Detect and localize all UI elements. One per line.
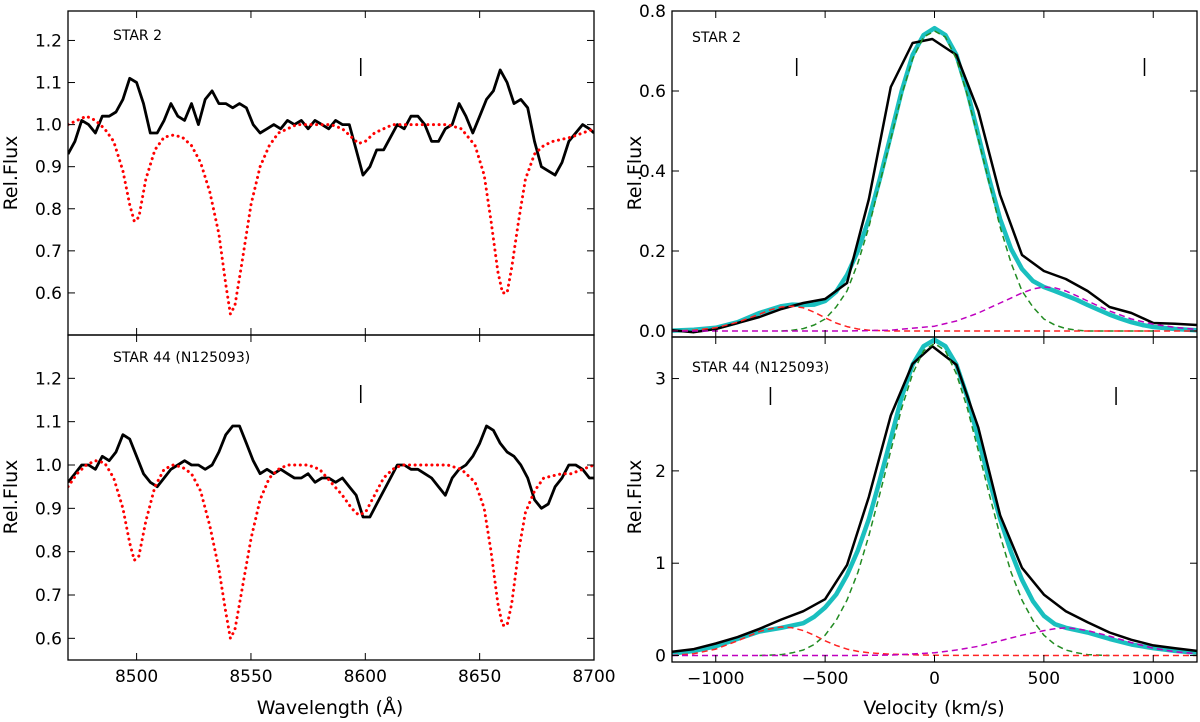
x-axis-label: Velocity (km/s)	[863, 697, 1004, 719]
series-solid-0-line	[672, 337, 1197, 656]
series-dashed-4-line	[672, 627, 1197, 657]
axis-ticks: 8500 8550 8600 8650 8700 0.6 0.7 0.8 0.9 1.0 1.1 1.…	[35, 335, 616, 687]
y-tick-label: 0.6	[35, 284, 62, 304]
x-tick-label: 0	[929, 669, 940, 689]
y-tick-label: 1	[655, 554, 666, 574]
y-tick-label: 1.0	[35, 456, 62, 476]
x-tick-label: 500	[1028, 669, 1060, 689]
series-dashed-3-line	[672, 305, 1197, 332]
y-tick-label: 0	[655, 647, 666, 667]
axes-frame	[671, 10, 1198, 338]
plot-area	[672, 25, 1197, 334]
x-tick-label: 1000	[1132, 669, 1175, 689]
panel-label: STAR 44 (N125093)	[113, 350, 250, 366]
panel-ca-star2: 0.6 0.7 0.8 0.9 1.0 1.1 1.2 STAR 2 Rel.Flux	[0, 10, 595, 336]
axes-frame	[67, 10, 595, 336]
y-tick-label: 1.0	[35, 116, 62, 136]
panel-label: STAR 2	[692, 30, 741, 46]
y-tick-label: 0.7	[35, 242, 62, 262]
x-tick-label: 8700	[572, 667, 615, 687]
y-tick-label: 1.1	[35, 74, 62, 94]
y-tick-label: 0.9	[35, 158, 62, 178]
series-dotted-1-line	[68, 114, 594, 316]
series-dashed-2-line	[781, 30, 1154, 332]
panel-ca-star44: 8500 8550 8600 8650 8700 0.6 0.7 0.8 0.9 1.0 1.1 1.…	[0, 334, 616, 719]
y-tick-label: 1.2	[35, 31, 62, 51]
plot-area	[672, 337, 1197, 657]
y-tick-label: 0.2	[639, 242, 666, 262]
x-tick-label: 8650	[458, 667, 501, 687]
series-dashed-2-line	[759, 342, 1110, 657]
y-tick-label: 2	[655, 462, 666, 482]
y-tick-label: 3	[655, 370, 666, 390]
plot-area	[68, 424, 594, 640]
series-dashed-3-line	[672, 626, 1197, 657]
series-solid-0-line	[68, 68, 594, 177]
x-tick-label: −500	[802, 669, 849, 689]
y-tick-label: 0.8	[35, 543, 62, 563]
x-tick-label: 8500	[115, 667, 158, 687]
series-solid-1-line	[672, 37, 1197, 334]
y-tick-label: 1.2	[35, 369, 62, 389]
x-tick-label: 8550	[229, 667, 272, 687]
axis-ticks: 0.6 0.7 0.8 0.9 1.0 1.1 1.2	[35, 11, 595, 335]
y-axis-label: Rel.Flux	[624, 460, 646, 535]
y-tick-label: 0.8	[639, 2, 666, 22]
y-tick-label: 1.1	[35, 413, 62, 433]
y-tick-label: 0.7	[35, 586, 62, 606]
y-axis-label: Rel.Flux	[624, 136, 646, 211]
y-tick-label: 0.8	[35, 200, 62, 220]
y-axis-label: Rel.Flux	[0, 460, 22, 535]
x-tick-label: 8600	[344, 667, 387, 687]
series-solid-0-line	[68, 424, 594, 519]
axes-frame	[671, 336, 1198, 663]
series-solid-0-line	[672, 25, 1197, 333]
axis-ticks: 0.0 0.2 0.4 0.6 0.8	[639, 2, 1197, 342]
panel-label: STAR 2	[113, 28, 162, 44]
y-tick-label: 0.6	[639, 82, 666, 102]
panel-ha-star2: 0.0 0.2 0.4 0.6 0.8 STAR 2 Rel.Flux	[624, 2, 1198, 342]
series-solid-1-line	[672, 344, 1197, 654]
y-tick-label: 0.4	[639, 162, 666, 182]
y-tick-label: 0.0	[639, 322, 666, 342]
y-tick-label: 0.6	[35, 629, 62, 649]
y-tick-label: 0.9	[35, 499, 62, 519]
panel-label: STAR 44 (N125093)	[692, 360, 829, 376]
x-tick-label: −1000	[687, 669, 745, 689]
axis-ticks: −1000 −500 0 500 1000 0 1 2 3	[655, 337, 1197, 689]
y-axis-label: Rel.Flux	[0, 136, 22, 211]
series-dashed-4-line	[672, 286, 1197, 332]
series-dotted-1-line	[68, 459, 594, 640]
axes-frame	[67, 334, 595, 661]
x-axis-label: Wavelength (Å)	[257, 696, 404, 719]
plot-area	[68, 68, 594, 316]
